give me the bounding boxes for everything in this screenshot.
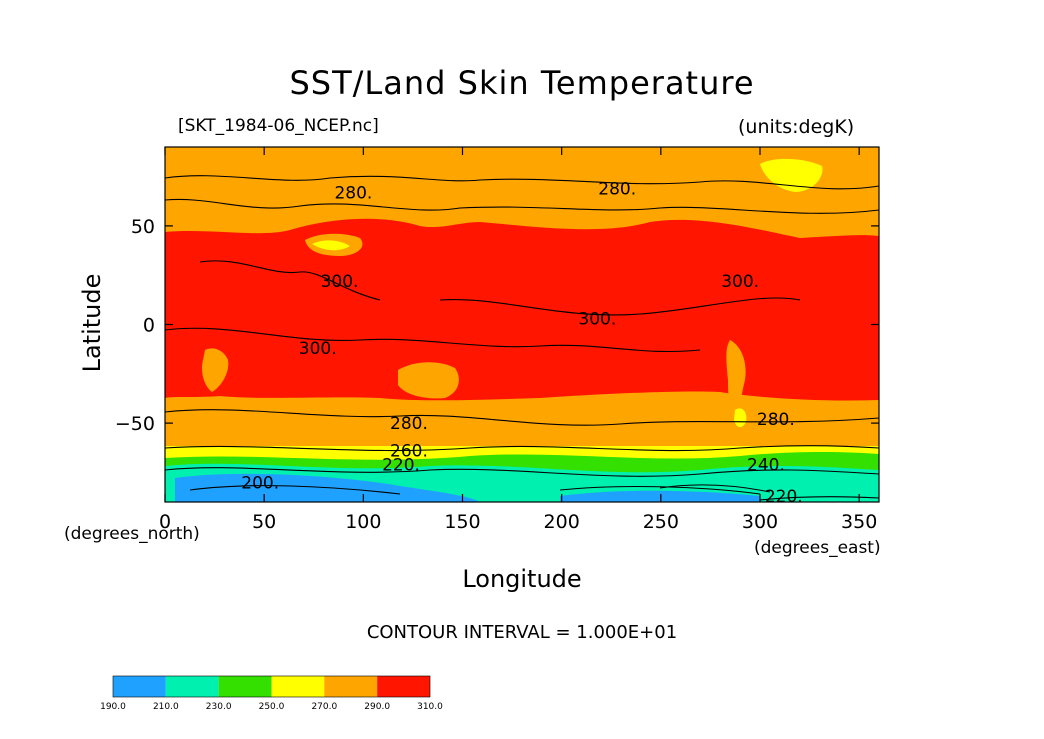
australia-land	[398, 362, 459, 399]
colorbar-swatch	[218, 676, 272, 697]
x-axis: 0 50 100 150 200 250 300 350	[159, 147, 877, 533]
y-axis: −50 0 50	[115, 216, 879, 435]
tibet-plateau	[312, 240, 350, 251]
colorbar-label: 230.0	[206, 702, 232, 712]
contour-label: 280.	[757, 410, 795, 430]
south-america-land	[726, 340, 746, 432]
y-tick-label: 50	[131, 216, 155, 238]
x-unit-label: (degrees_east)	[754, 538, 881, 558]
x-tick-label: 350	[841, 511, 877, 533]
contour-label: 200.	[241, 473, 279, 493]
contour-label: 280.	[598, 179, 636, 199]
colorbar-label: 250.0	[259, 702, 285, 712]
andes-cold-region	[734, 408, 747, 428]
contour-labels: 280. 280.300. 300.300.300.280. 280.260.220.…	[241, 179, 802, 507]
colorbar-label: 290.0	[364, 702, 390, 712]
plot-area	[165, 147, 879, 502]
y-unit-label: (degrees_north)	[64, 524, 200, 544]
contour-label: 280.	[390, 414, 428, 434]
x-tick-label: 0	[159, 511, 171, 533]
x-tick-label: 250	[643, 511, 679, 533]
contour-label: 260.	[390, 442, 428, 462]
colorbar: 190.0 210.0 230.0 250.0 270.0 290.0 310.0	[100, 675, 443, 712]
contour-label: 300.	[299, 339, 337, 359]
contour-label: 280.	[334, 183, 372, 203]
colorbar-frame	[112, 675, 431, 698]
colorbar-label: 310.0	[417, 702, 443, 712]
colorbar-swatch	[113, 676, 166, 697]
contour-interval-label: CONTOUR INTERVAL = 1.000E+01	[366, 622, 678, 643]
contour-label: 220.	[382, 456, 420, 476]
colorbar-swatch	[271, 676, 325, 697]
file-name-label: [SKT_1984-06_NCEP.nc]	[178, 116, 379, 136]
x-axis-label: Longitude	[462, 565, 582, 593]
contour-label: 300.	[578, 310, 616, 330]
x-tick-label: 200	[544, 511, 580, 533]
colorbar-label: 190.0	[100, 702, 126, 712]
x-tick-label: 300	[742, 511, 778, 533]
contour-label: 300.	[721, 272, 759, 292]
colorbar-label: 270.0	[311, 702, 337, 712]
contour-label: 300.	[321, 272, 359, 292]
y-tick-label: −50	[115, 413, 155, 435]
band-290-310	[165, 218, 879, 401]
x-tick-label: 150	[444, 511, 480, 533]
south-africa-land	[202, 348, 229, 392]
y-tick-label: 0	[143, 315, 155, 337]
contour-label: 220.	[765, 487, 803, 507]
colorbar-label: 210.0	[153, 702, 179, 712]
colorbar-swatch	[324, 676, 378, 697]
chart-title: SST/Land Skin Temperature	[289, 64, 755, 102]
colorbar-swatch	[377, 676, 430, 697]
contour-label: 240.	[747, 456, 785, 476]
x-tick-label: 100	[345, 511, 381, 533]
colorbar-swatch	[165, 676, 219, 697]
x-tick-label: 50	[252, 511, 276, 533]
units-label: (units:degK)	[738, 116, 855, 138]
band-190-210	[175, 473, 760, 502]
